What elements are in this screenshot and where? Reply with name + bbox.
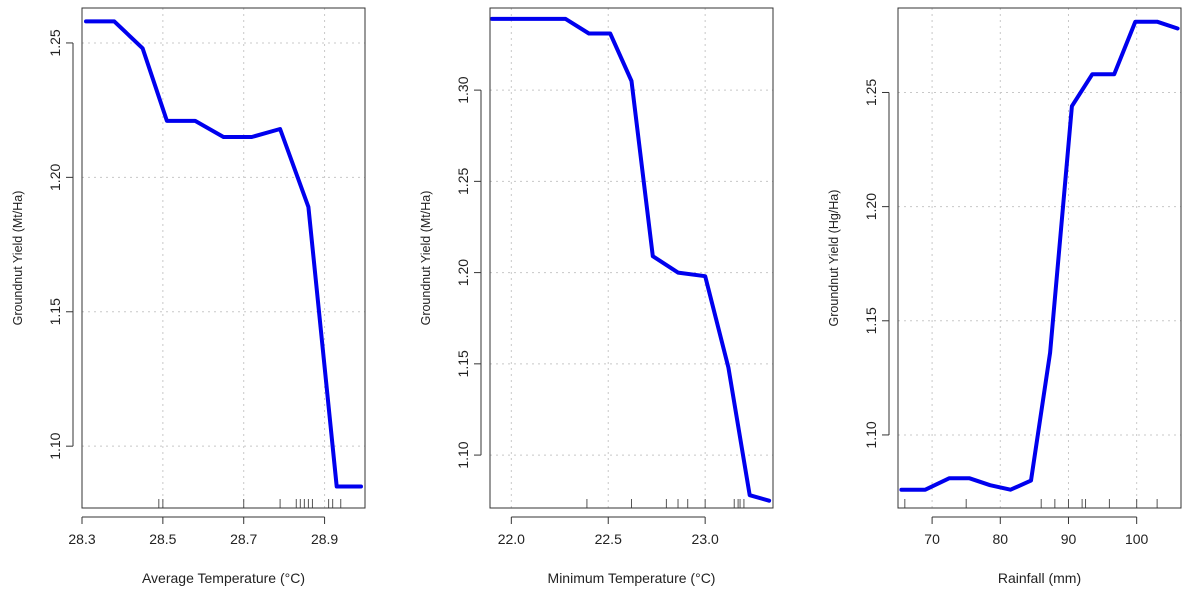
series-line [901,22,1177,490]
x-tick-label: 100 [1125,531,1149,547]
y-tick-label: 1.25 [455,168,471,195]
y-tick-label: 1.25 [863,79,879,106]
x-axis-label: Average Temperature (°C) [142,570,305,586]
y-tick-label: 1.30 [455,76,471,103]
y-tick-label: 1.20 [863,193,879,220]
x-axis-label: Rainfall (mm) [998,570,1081,586]
x-tick-label: 23.0 [692,531,719,547]
chart-panel-3: 70 80 90 100 1.10 1.15 1.20 1.25 Rainfall (mm) Gr… [827,8,1181,586]
x-tick-label: 80 [993,531,1009,547]
y-tick-label: 1.15 [47,298,63,325]
plot-frame [82,8,365,508]
y-axis-label: Groundnut Yield (Mt/Ha) [419,191,433,326]
y-axis-label: Groundnut Yield (Mt/Ha) [11,191,25,326]
y-tick-label: 1.20 [47,164,63,191]
y-tick-label: 1.15 [455,350,471,377]
x-tick-label: 90 [1061,531,1077,547]
y-tick-label: 1.10 [47,432,63,459]
series-line [492,19,769,501]
x-tick-label: 28.9 [311,531,338,547]
x-axis-label: Minimum Temperature (°C) [548,570,716,586]
y-tick-label: 1.15 [863,307,879,334]
x-tick-label: 22.0 [498,531,525,547]
chart-panel-1: 28.3 28.5 28.7 28.9 1.10 1.15 1.20 1.25 Average … [11,8,365,586]
y-tick-label: 1.10 [863,421,879,448]
x-tick-label: 22.5 [595,531,622,547]
y-axis-label: Groundnut Yield (Hg/Ha) [827,190,841,327]
x-tick-label: 70 [924,531,940,547]
y-tick-label: 1.25 [47,29,63,56]
y-tick-label: 1.20 [455,259,471,286]
x-tick-label: 28.3 [68,531,95,547]
series-line [86,21,361,486]
chart-panel-2: 22.0 22.5 23.0 1.10 1.15 1.20 1.25 1.30 Minimum … [419,8,773,586]
x-tick-label: 28.7 [230,531,257,547]
y-tick-label: 1.10 [455,441,471,468]
x-tick-label: 28.5 [149,531,176,547]
